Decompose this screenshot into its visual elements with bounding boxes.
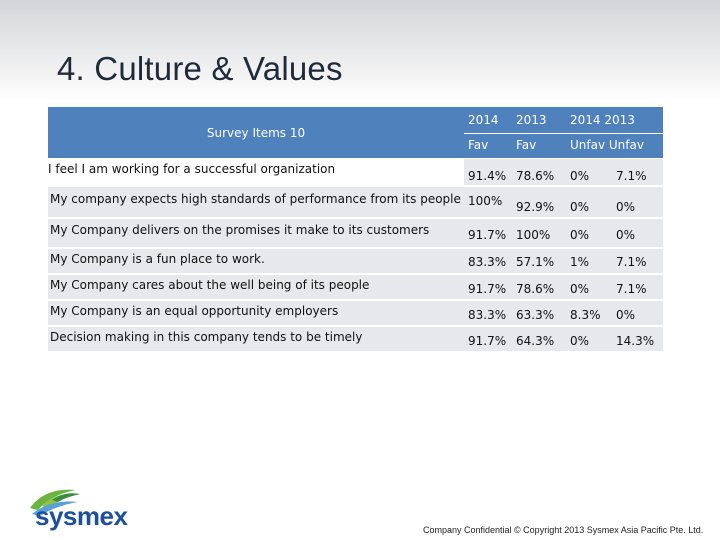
table-row: My Company delivers on the promises it m…: [48, 219, 663, 249]
slide-title: 4. Culture & Values: [57, 50, 343, 87]
unfav-2013-value: 7.1%: [612, 249, 663, 275]
fav-2014-value: 83.3%: [464, 301, 512, 327]
unfav-2014-value: 0%: [566, 327, 612, 353]
header-2014-fav-year: 2014: [464, 107, 512, 134]
fav-2014-value: 100%: [464, 187, 512, 219]
survey-item: I feel I am working for a successful org…: [48, 159, 464, 187]
unfav-2014-value: 8.3%: [566, 301, 612, 327]
survey-item: My company expects high standards of per…: [48, 187, 464, 219]
survey-table: Survey Items 10 2014 2013 2014 2013 Fav …: [48, 107, 663, 353]
unfav-2013-value: 14.3%: [612, 327, 663, 353]
sysmex-logo-mark: [30, 489, 80, 516]
survey-item: My Company is an equal opportunity emplo…: [48, 301, 464, 327]
fav-2013-value: 78.6%: [512, 159, 566, 187]
sysmex-logo-text: sysmex: [35, 501, 128, 531]
fav-2014-value: 91.7%: [464, 219, 512, 249]
survey-item: My Company cares about the well being of…: [48, 275, 464, 301]
fav-2014-value: 83.3%: [464, 249, 512, 275]
header-2013-fav-year: 2013: [512, 107, 566, 134]
header-unfav: Unfav Unfav: [566, 134, 663, 159]
header-fav-2014: Fav: [464, 134, 512, 159]
survey-item: My Company is a fun place to work.: [48, 249, 464, 275]
unfav-2014-value: 0%: [566, 187, 612, 219]
fav-2013-value: 57.1%: [512, 249, 566, 275]
unfav-2014-value: 0%: [566, 219, 612, 249]
header-survey-items: Survey Items 10: [48, 107, 464, 159]
survey-item: Decision making in this company tends to…: [48, 327, 464, 353]
title-band: [0, 0, 720, 100]
fav-2013-value: 63.3%: [512, 301, 566, 327]
table-row: Decision making in this company tends to…: [48, 327, 663, 353]
fav-2013-value: 100%: [512, 219, 566, 249]
unfav-2013-value: 0%: [612, 301, 663, 327]
table-row: My Company cares about the well being of…: [48, 275, 663, 301]
fav-2013-value: 64.3%: [512, 327, 566, 353]
unfav-2013-value: 7.1%: [612, 275, 663, 301]
footer-copyright: Company Confidential © Copyright 2013 Sy…: [423, 525, 704, 535]
unfav-2014-value: 1%: [566, 249, 612, 275]
fav-2014-value: 91.4%: [464, 159, 512, 187]
table-row: I feel I am working for a successful org…: [48, 159, 663, 187]
table-row: My Company is a fun place to work. 83.3%…: [48, 249, 663, 275]
unfav-2013-value: 0%: [612, 187, 663, 219]
logo-swoosh-icon: [32, 501, 78, 516]
logo-swoosh-icon: [52, 493, 80, 502]
table-row: My company expects high standards of per…: [48, 187, 663, 219]
table-row: My Company is an equal opportunity emplo…: [48, 301, 663, 327]
unfav-2014-value: 0%: [566, 159, 612, 187]
unfav-2013-value: 0%: [612, 219, 663, 249]
unfav-2013-value: 7.1%: [612, 159, 663, 187]
survey-item: My Company delivers on the promises it m…: [48, 219, 464, 249]
table-header-row-1: Survey Items 10 2014 2013 2014 2013: [48, 107, 663, 159]
logo-swoosh-icon: [30, 489, 76, 510]
header-unfav-years: 2014 2013: [566, 107, 663, 134]
fav-2013-value: 92.9%: [512, 187, 566, 219]
table-header-row-2: Fav Fav Unfav Unfav: [48, 134, 663, 159]
fav-2013-value: 78.6%: [512, 275, 566, 301]
header-fav-2013: Fav: [512, 134, 566, 159]
unfav-2014-value: 0%: [566, 275, 612, 301]
fav-2014-value: 91.7%: [464, 275, 512, 301]
fav-2014-value: 91.7%: [464, 327, 512, 353]
